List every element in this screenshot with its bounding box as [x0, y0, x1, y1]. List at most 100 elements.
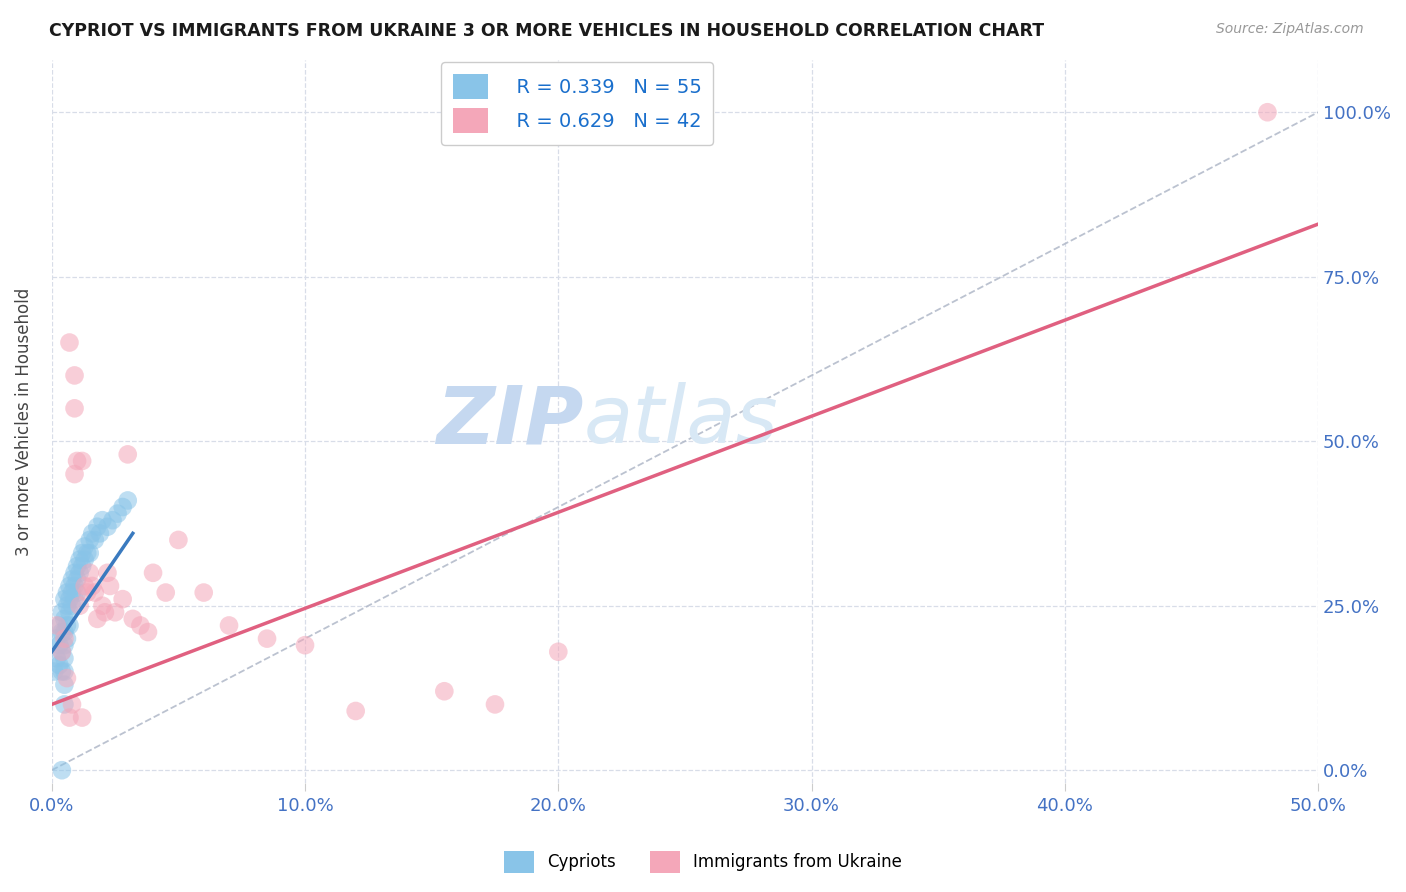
- Point: [51, 763, 73, 777]
- Point: [96, 566, 118, 580]
- Point: [547, 645, 569, 659]
- Point: [45, 651, 67, 665]
- Point: [96, 520, 118, 534]
- Point: [73, 579, 96, 593]
- Point: [256, 632, 278, 646]
- Point: [218, 618, 240, 632]
- Point: [53, 632, 76, 646]
- Point: [76, 585, 98, 599]
- Point: [58, 579, 80, 593]
- Text: ZIP: ZIP: [436, 383, 583, 460]
- Text: atlas: atlas: [583, 383, 779, 460]
- Point: [104, 605, 127, 619]
- Point: [193, 585, 215, 599]
- Point: [111, 500, 134, 514]
- Point: [86, 520, 108, 534]
- Point: [294, 638, 316, 652]
- Legend:   R = 0.339   N = 55,   R = 0.629   N = 42: R = 0.339 N = 55, R = 0.629 N = 42: [441, 62, 713, 145]
- Point: [70, 546, 93, 560]
- Point: [58, 605, 80, 619]
- Point: [45, 632, 67, 646]
- Point: [48, 618, 70, 632]
- Point: [117, 447, 139, 461]
- Point: [53, 651, 76, 665]
- Point: [117, 493, 139, 508]
- Point: [73, 552, 96, 566]
- Point: [53, 665, 76, 679]
- Point: [70, 559, 93, 574]
- Text: CYPRIOT VS IMMIGRANTS FROM UKRAINE 3 OR MORE VEHICLES IN HOUSEHOLD CORRELATION C: CYPRIOT VS IMMIGRANTS FROM UKRAINE 3 OR …: [49, 22, 1045, 40]
- Point: [53, 612, 76, 626]
- Y-axis label: 3 or more Vehicles in Household: 3 or more Vehicles in Household: [15, 287, 32, 556]
- Point: [66, 585, 89, 599]
- Point: [58, 710, 80, 724]
- Legend: Cypriots, Immigrants from Ukraine: Cypriots, Immigrants from Ukraine: [498, 845, 908, 880]
- Point: [79, 546, 101, 560]
- Point: [69, 599, 91, 613]
- Point: [51, 645, 73, 659]
- Point: [136, 625, 159, 640]
- Point: [167, 533, 190, 547]
- Point: [66, 559, 89, 574]
- Point: [51, 645, 73, 659]
- Point: [73, 540, 96, 554]
- Point: [48, 638, 70, 652]
- Point: [1256, 105, 1278, 120]
- Point: [44, 665, 66, 679]
- Point: [63, 401, 86, 416]
- Point: [56, 585, 79, 599]
- Point: [53, 698, 76, 712]
- Point: [83, 585, 105, 599]
- Point: [76, 546, 98, 560]
- Point: [53, 678, 76, 692]
- Point: [53, 625, 76, 640]
- Point: [82, 526, 104, 541]
- Point: [56, 671, 79, 685]
- Point: [48, 657, 70, 672]
- Point: [79, 533, 101, 547]
- Point: [129, 618, 152, 632]
- Point: [66, 454, 89, 468]
- Point: [56, 632, 79, 646]
- Point: [56, 599, 79, 613]
- Point: [89, 526, 111, 541]
- Point: [111, 592, 134, 607]
- Point: [86, 612, 108, 626]
- Point: [58, 335, 80, 350]
- Point: [94, 605, 117, 619]
- Point: [51, 625, 73, 640]
- Point: [58, 618, 80, 632]
- Point: [45, 618, 67, 632]
- Point: [66, 573, 89, 587]
- Point: [484, 698, 506, 712]
- Point: [51, 605, 73, 619]
- Point: [60, 585, 83, 599]
- Point: [63, 566, 86, 580]
- Point: [70, 454, 93, 468]
- Point: [101, 513, 124, 527]
- Point: [91, 513, 114, 527]
- Point: [63, 368, 86, 383]
- Point: [98, 579, 121, 593]
- Point: [155, 585, 177, 599]
- Point: [69, 566, 91, 580]
- Point: [56, 618, 79, 632]
- Point: [53, 638, 76, 652]
- Point: [91, 599, 114, 613]
- Point: [79, 566, 101, 580]
- Point: [69, 552, 91, 566]
- Point: [60, 599, 83, 613]
- Point: [63, 467, 86, 482]
- Point: [60, 698, 83, 712]
- Point: [82, 579, 104, 593]
- Point: [58, 592, 80, 607]
- Text: Source: ZipAtlas.com: Source: ZipAtlas.com: [1216, 22, 1364, 37]
- Point: [51, 665, 73, 679]
- Point: [63, 592, 86, 607]
- Point: [142, 566, 165, 580]
- Point: [60, 573, 83, 587]
- Point: [83, 533, 105, 547]
- Point: [344, 704, 367, 718]
- Point: [53, 592, 76, 607]
- Point: [433, 684, 456, 698]
